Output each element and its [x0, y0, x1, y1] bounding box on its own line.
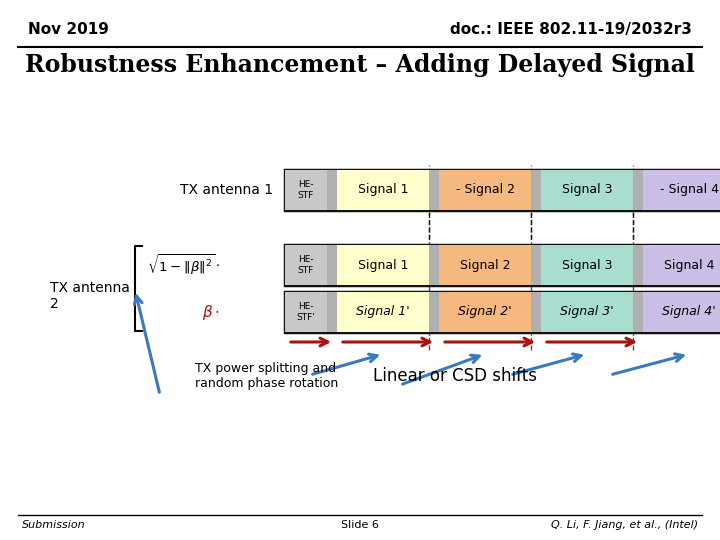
Text: Signal 1: Signal 1 — [358, 184, 408, 197]
Bar — [337, 170, 429, 210]
Bar — [429, 245, 439, 285]
Bar — [439, 245, 531, 285]
Text: Linear or CSD shifts: Linear or CSD shifts — [373, 367, 537, 385]
Text: Submission: Submission — [22, 520, 86, 530]
Text: Signal 2': Signal 2' — [458, 306, 512, 319]
Text: Signal 3: Signal 3 — [562, 184, 612, 197]
Text: Signal 3: Signal 3 — [562, 259, 612, 272]
Text: Signal 2: Signal 2 — [460, 259, 510, 272]
Bar — [285, 170, 327, 210]
Bar — [285, 245, 327, 285]
Text: $\sqrt{1-\|\beta\|^2}\cdot$: $\sqrt{1-\|\beta\|^2}\cdot$ — [147, 253, 220, 277]
Text: 2: 2 — [50, 298, 59, 312]
Text: HE-
STF': HE- STF' — [297, 302, 315, 322]
Text: TX antenna: TX antenna — [50, 281, 130, 295]
Bar — [633, 170, 643, 210]
Bar — [429, 292, 439, 332]
Text: Signal 4: Signal 4 — [664, 259, 714, 272]
Text: Robustness Enhancement – Adding Delayed Signal: Robustness Enhancement – Adding Delayed … — [25, 53, 695, 77]
Bar — [643, 245, 720, 285]
Bar — [285, 245, 720, 285]
Bar — [541, 170, 633, 210]
Text: TX antenna 1: TX antenna 1 — [180, 183, 273, 197]
Text: Signal 1: Signal 1 — [358, 259, 408, 272]
Bar — [531, 292, 541, 332]
Text: Slide 6: Slide 6 — [341, 520, 379, 530]
Bar — [531, 245, 541, 285]
Text: Nov 2019: Nov 2019 — [28, 22, 109, 37]
Bar — [337, 245, 429, 285]
Bar — [285, 170, 720, 210]
Text: doc.: IEEE 802.11-19/2032r3: doc.: IEEE 802.11-19/2032r3 — [450, 22, 692, 37]
Bar — [285, 292, 327, 332]
Text: - Signal 4: - Signal 4 — [660, 184, 719, 197]
Text: TX power splitting and
random phase rotation: TX power splitting and random phase rota… — [195, 362, 338, 390]
Text: - Signal 2: - Signal 2 — [456, 184, 515, 197]
Text: Q. Li, F. Jiang, et al., (Intel): Q. Li, F. Jiang, et al., (Intel) — [551, 520, 698, 530]
Bar — [643, 292, 720, 332]
Bar — [337, 292, 429, 332]
Bar — [531, 170, 541, 210]
Bar — [439, 292, 531, 332]
Bar — [429, 170, 439, 210]
Bar — [643, 170, 720, 210]
Text: HE-
STF: HE- STF — [298, 255, 314, 275]
Text: Signal 4': Signal 4' — [662, 306, 716, 319]
Bar — [327, 170, 337, 210]
Bar — [285, 292, 720, 332]
Text: Signal 3': Signal 3' — [560, 306, 614, 319]
Bar — [633, 292, 643, 332]
Bar — [633, 245, 643, 285]
Bar — [541, 245, 633, 285]
Bar — [327, 245, 337, 285]
Text: $\beta\cdot$: $\beta\cdot$ — [202, 302, 220, 321]
Bar — [541, 292, 633, 332]
Text: HE-
STF: HE- STF — [298, 180, 314, 200]
Bar — [327, 292, 337, 332]
Bar — [439, 170, 531, 210]
Text: Signal 1': Signal 1' — [356, 306, 410, 319]
